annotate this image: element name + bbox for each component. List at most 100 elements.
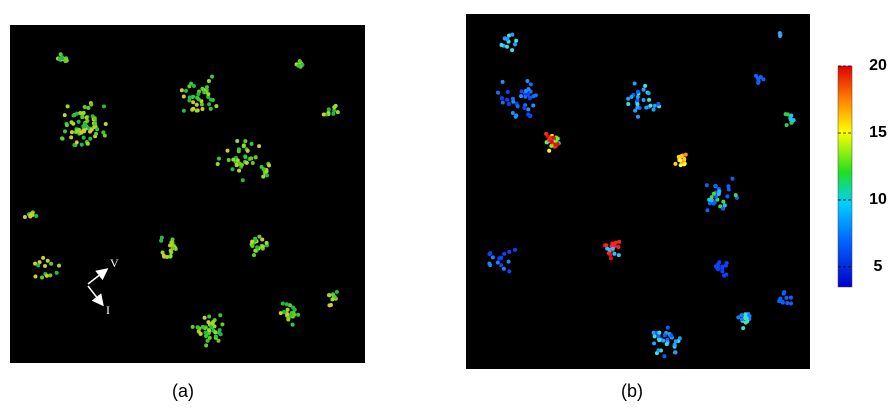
dot <box>253 249 257 253</box>
dot <box>499 263 503 267</box>
dot <box>192 84 196 88</box>
dot <box>260 238 264 242</box>
dot <box>227 158 231 162</box>
dot <box>86 106 90 110</box>
dot <box>785 296 789 300</box>
dot <box>298 59 302 63</box>
dot <box>209 107 213 111</box>
dot <box>712 201 716 205</box>
dot <box>219 332 223 336</box>
dot <box>246 149 250 153</box>
dot <box>335 290 339 294</box>
dot <box>778 34 782 38</box>
dot <box>786 112 790 116</box>
dot <box>75 140 79 144</box>
dot <box>82 111 86 115</box>
dot <box>652 341 656 345</box>
dot <box>502 267 506 271</box>
dot <box>647 91 651 95</box>
dot <box>267 163 271 167</box>
dot <box>487 261 491 265</box>
dot <box>29 213 33 217</box>
dot <box>206 92 210 96</box>
dot <box>491 255 495 259</box>
dot <box>102 104 106 108</box>
dot <box>285 302 289 306</box>
dot <box>636 115 640 119</box>
dot <box>251 161 255 165</box>
dot <box>203 316 207 320</box>
dot <box>290 313 294 317</box>
dot <box>55 271 59 275</box>
dot <box>241 178 245 182</box>
dot <box>243 139 247 143</box>
dot <box>329 303 333 307</box>
colorbar-tick-label: 20 <box>869 57 887 74</box>
dot <box>330 297 334 301</box>
dot <box>684 153 688 157</box>
dot <box>642 98 646 102</box>
dot <box>526 112 530 116</box>
dot <box>534 93 538 97</box>
dot <box>720 269 724 273</box>
dot <box>200 107 204 111</box>
dot <box>162 254 166 258</box>
dot <box>727 187 731 191</box>
dot <box>250 244 254 248</box>
dot <box>279 311 283 315</box>
dot <box>513 248 517 252</box>
dot <box>647 98 651 102</box>
dot <box>705 183 709 187</box>
dot <box>64 59 68 63</box>
dot <box>60 136 64 140</box>
dot <box>789 301 793 305</box>
dot <box>204 334 208 338</box>
dot <box>209 98 213 102</box>
dot <box>502 252 506 256</box>
dot <box>730 177 734 181</box>
dot <box>656 102 660 106</box>
dot <box>180 88 184 92</box>
dot <box>201 325 205 329</box>
dot <box>616 245 620 249</box>
dot <box>75 129 79 133</box>
dot <box>725 261 729 265</box>
dot <box>778 297 782 301</box>
dot <box>57 264 61 268</box>
dot <box>553 142 557 146</box>
dot <box>744 321 748 325</box>
dot <box>549 144 553 148</box>
dot <box>626 97 630 101</box>
dot <box>507 102 511 106</box>
colorbar-tick-label: 5 <box>874 258 883 275</box>
dot <box>46 259 50 263</box>
dot <box>184 89 188 93</box>
dot <box>785 123 789 127</box>
dot <box>674 350 678 354</box>
dot <box>250 240 254 244</box>
dot <box>721 200 725 204</box>
dot <box>86 142 90 146</box>
dot <box>169 241 173 245</box>
dot <box>785 301 789 305</box>
dot <box>69 135 73 139</box>
dot <box>217 157 221 161</box>
dot <box>604 243 608 247</box>
dot <box>522 106 526 110</box>
dot <box>643 84 647 88</box>
dot <box>83 105 87 109</box>
dot <box>23 215 27 219</box>
dot <box>635 98 639 102</box>
dot <box>293 308 297 312</box>
dot <box>505 37 509 41</box>
dot <box>80 143 84 147</box>
dot <box>70 120 74 124</box>
dot <box>235 139 239 143</box>
dot <box>327 293 331 297</box>
dot <box>678 336 682 340</box>
dot <box>551 136 555 140</box>
dot <box>169 254 173 258</box>
dot <box>33 274 37 278</box>
dot <box>89 103 93 107</box>
dot <box>207 314 211 318</box>
